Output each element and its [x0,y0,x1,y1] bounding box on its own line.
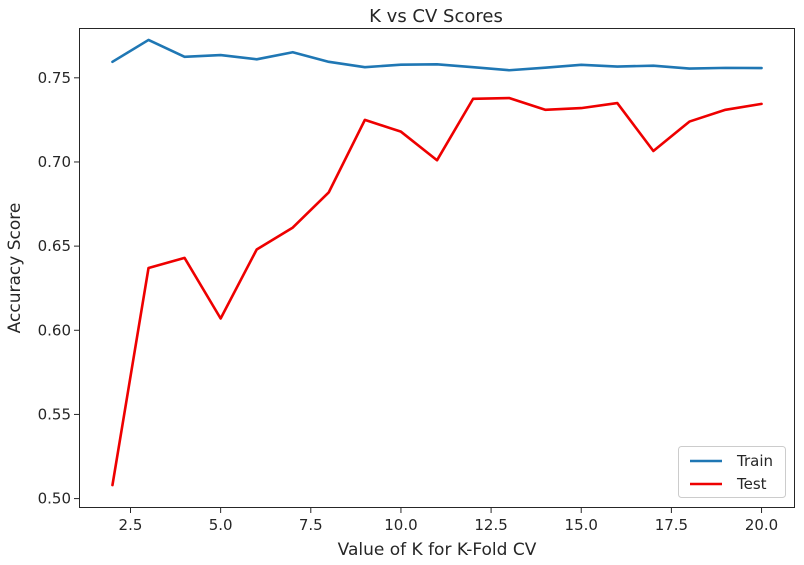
x-tick-label: 7.5 [299,516,323,534]
series-line-test [111,96,763,487]
legend-train-label: Train [736,452,773,470]
x-tick-label: 15.0 [565,516,598,534]
x-tick-label: 20.0 [745,516,778,534]
y-tick-label: 0.75 [38,69,71,87]
y-tick-label: 0.70 [38,153,71,171]
y-tick-label: 0.65 [38,237,71,255]
x-axis-ticks: 2.5 5.0 7.5 10.0 12.5 15.0 17.5 20.0 [119,507,778,534]
y-axis-label: Accuracy Score [5,203,25,334]
x-tick-label: 12.5 [474,516,507,534]
plot-area: 2.5 5.0 7.5 10.0 12.5 15.0 17.5 20.0 0.500.550.… [38,28,795,534]
x-axis-label: Value of K for K-Fold CV [338,540,537,560]
x-tick-label: 2.5 [119,516,143,534]
x-tick-label: 17.5 [655,516,688,534]
series-line-train [111,38,763,72]
chart-title: K vs CV Scores [369,6,503,27]
y-tick-label: 0.55 [38,405,71,423]
x-tick-label: 5.0 [209,516,233,534]
plot-frame [79,28,795,508]
y-axis-ticks: 0.50 0.55 0.60 0.65 0.70 0.75 [38,69,80,508]
legend-test-label: Test [736,475,767,493]
series-lines [111,38,763,487]
legend: Train Test [678,446,786,498]
y-tick-label: 0.50 [38,490,71,508]
y-tick-label: 0.60 [38,321,71,339]
x-tick-label: 10.0 [384,516,417,534]
